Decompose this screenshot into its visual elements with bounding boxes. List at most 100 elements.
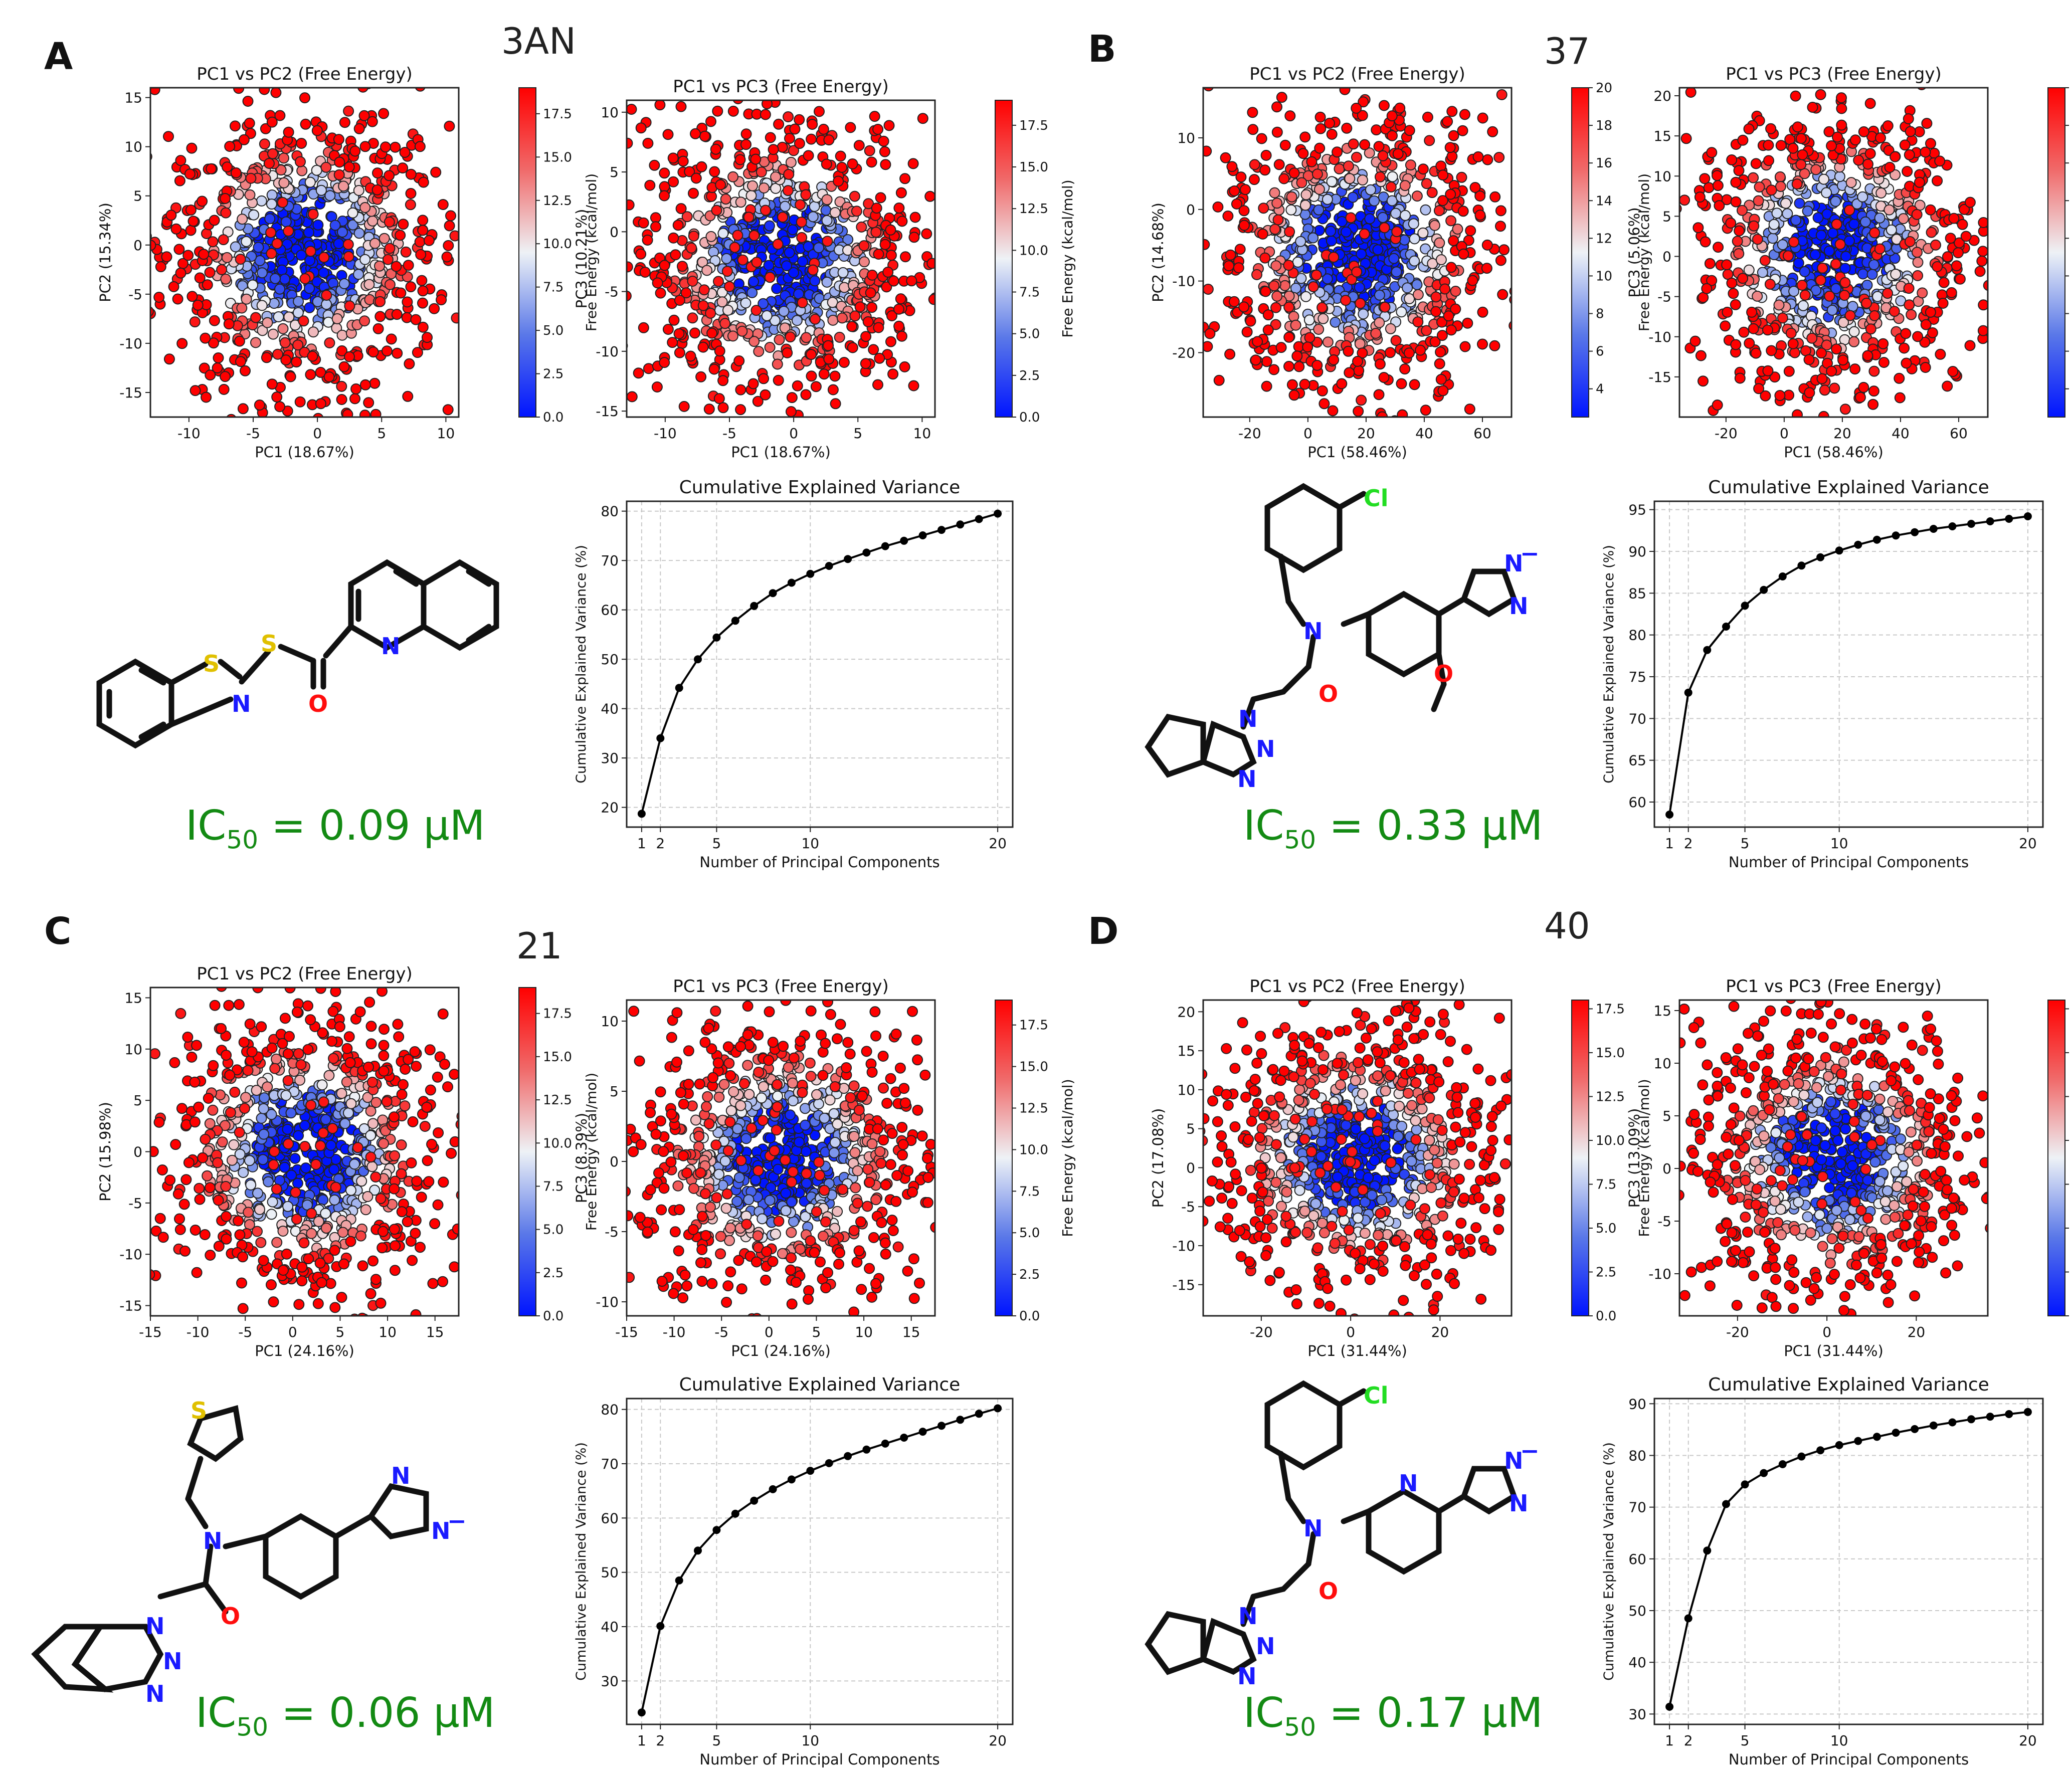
- data-point: [836, 312, 848, 324]
- y-axis-label: Cumulative Explained Variance (%): [1601, 545, 1617, 783]
- x-tick-label: 15: [426, 1324, 444, 1340]
- data-point: [2023, 512, 2032, 520]
- data-point: [1760, 390, 1771, 402]
- charts-layer: PC1 vs PC2 (Free Energy)PC1 (18.67%)PC2 …: [97, 4, 2069, 1768]
- data-point: [745, 190, 757, 202]
- data-point: [1930, 239, 1941, 251]
- x-tick-label: -20: [1238, 425, 1261, 442]
- data-point: [802, 4, 812, 14]
- x-tick-label: -5: [246, 425, 260, 442]
- data-point: [1997, 306, 2007, 316]
- data-point: [200, 332, 211, 344]
- data-point: [359, 379, 371, 390]
- data-point: [687, 276, 698, 287]
- data-point: [186, 142, 198, 154]
- data-point: [1358, 96, 1369, 108]
- data-point: [124, 243, 134, 253]
- data-point: [900, 251, 911, 263]
- scatter-plot-B-pc13: PC1 vs PC3 (Free Energy)PC1 (58.46%)PC3 …: [1626, 40, 2069, 461]
- colorbar-tick-label: 12.5: [543, 193, 572, 209]
- data-point: [378, 1040, 390, 1051]
- data-point: [1269, 224, 1281, 235]
- data-point: [839, 282, 850, 293]
- data-point: [410, 1309, 422, 1316]
- data-point: [390, 141, 401, 153]
- data-point: [208, 1060, 219, 1071]
- data-point: [1738, 326, 1750, 338]
- scatter-plot-A-pc13: PC1 vs PC3 (Free Energy)PC1 (18.67%)PC3 …: [573, 4, 1076, 461]
- data-point: [341, 1076, 352, 1088]
- data-point: [139, 1172, 149, 1182]
- data-point: [773, 118, 785, 130]
- data-point: [230, 120, 241, 132]
- data-point: [1748, 220, 1760, 232]
- y-tick-label: 70: [601, 552, 619, 569]
- y-tick-label: -5: [128, 1195, 142, 1212]
- data-point: [303, 227, 314, 238]
- data-point: [834, 331, 845, 343]
- data-point: [1877, 338, 1889, 349]
- data-point: [1353, 406, 1364, 417]
- data-point: [1712, 180, 1724, 191]
- data-point: [374, 260, 385, 272]
- data-point: [412, 347, 423, 358]
- data-point: [212, 1157, 224, 1168]
- y-tick-label: 10: [1177, 130, 1195, 146]
- x-tick-label: 10: [913, 425, 931, 442]
- data-point: [1357, 110, 1368, 121]
- data-point: [294, 1074, 306, 1086]
- data-point: [1472, 151, 1484, 162]
- data-point: [361, 37, 371, 47]
- data-point: [343, 251, 354, 262]
- data-point: [1262, 324, 1274, 336]
- data-point: [282, 1201, 294, 1212]
- data-point: [467, 1114, 477, 1124]
- data-point: [1241, 326, 1253, 338]
- data-point: [701, 265, 713, 276]
- data-point: [1724, 40, 1734, 50]
- data-point: [1234, 244, 1246, 255]
- data-point: [1743, 123, 1755, 135]
- data-point: [945, 398, 955, 408]
- data-point: [1935, 348, 1946, 360]
- data-point: [1816, 347, 1827, 359]
- data-point: [252, 1188, 263, 1199]
- data-point: [1364, 213, 1376, 225]
- data-point: [1188, 185, 1198, 195]
- data-point: [846, 321, 858, 332]
- data-point: [182, 1032, 194, 1043]
- data-point: [1748, 323, 1759, 334]
- data-point: [429, 1218, 441, 1230]
- data-point: [1318, 398, 1330, 410]
- scatter-points: [1660, 40, 2007, 417]
- data-point: [772, 1163, 784, 1175]
- data-point: [1231, 198, 1242, 210]
- data-point: [979, 273, 989, 283]
- data-point: [410, 314, 422, 325]
- data-point: [236, 302, 248, 314]
- data-point: [1261, 380, 1272, 392]
- data-point: [172, 293, 183, 305]
- data-point: [1660, 195, 1670, 206]
- colorbar-tick-label: 10.0: [543, 1136, 572, 1151]
- data-point: [189, 1116, 201, 1128]
- data-point: [673, 328, 685, 339]
- data-point: [1283, 260, 1294, 271]
- colorbar-tick-label: 10.0: [1019, 243, 1048, 258]
- data-point: [1777, 239, 1788, 251]
- data-point: [1412, 289, 1424, 300]
- data-point: [336, 329, 348, 341]
- data-point: [395, 287, 407, 299]
- y-tick-label: -5: [128, 286, 142, 303]
- data-point: [729, 242, 740, 253]
- data-point: [785, 156, 797, 168]
- data-point: [1513, 280, 1523, 290]
- data-point: [1795, 159, 1807, 170]
- data-point: [750, 602, 759, 610]
- data-point: [1904, 299, 1915, 311]
- data-point: [405, 281, 417, 293]
- data-point: [179, 1245, 191, 1257]
- data-point: [266, 1109, 277, 1120]
- data-point: [1158, 330, 1168, 340]
- data-point: [417, 297, 428, 309]
